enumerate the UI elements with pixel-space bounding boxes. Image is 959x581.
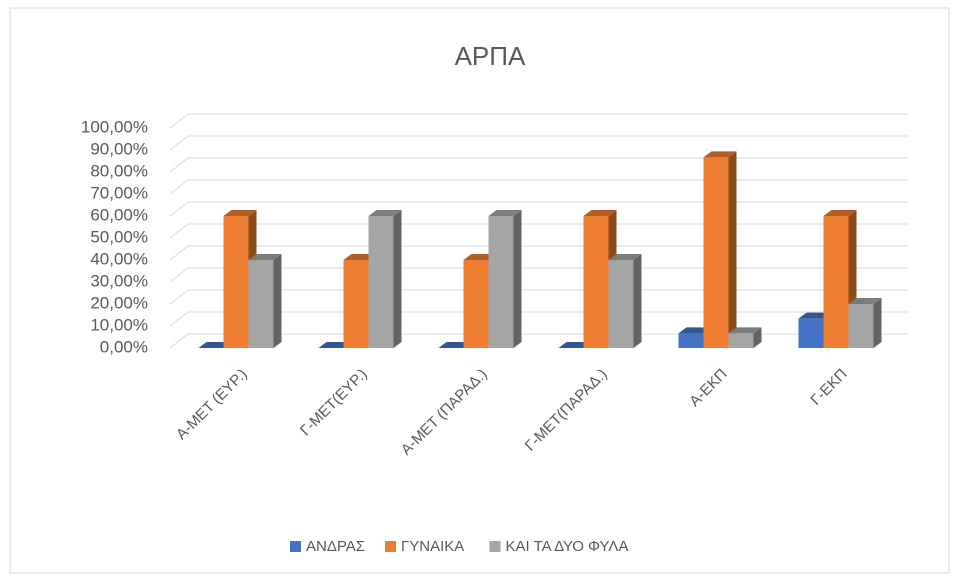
- bar: [848, 298, 882, 348]
- y-tick-label: 60,00%: [90, 205, 148, 224]
- y-tick-label: 100,00%: [81, 117, 148, 136]
- bar-front: [343, 260, 369, 348]
- y-tick-label: 20,00%: [90, 293, 148, 312]
- bar: [703, 151, 737, 348]
- y-tick-label: 50,00%: [90, 227, 148, 246]
- bar-front: [463, 260, 489, 348]
- legend-swatch: [489, 541, 501, 552]
- grid-line: [169, 333, 908, 349]
- bar-front: [678, 333, 704, 348]
- y-tick-label: 30,00%: [90, 271, 148, 290]
- legend-label: ΚΑΙ ΤΑ ΔΥΟ ΦΥΛΑ: [506, 538, 629, 555]
- bar-top: [583, 210, 617, 216]
- grid-line: [169, 245, 908, 261]
- bar: [438, 342, 472, 348]
- bar: [368, 210, 402, 348]
- bar-top: [848, 298, 882, 304]
- bar-top: [823, 210, 857, 216]
- bar-front: [848, 304, 874, 348]
- bar: [728, 327, 762, 348]
- y-tick-label: 10,00%: [90, 315, 148, 334]
- bar-front: [703, 157, 729, 348]
- y-tick-label: 0,00%: [100, 337, 148, 356]
- bar-side: [513, 210, 522, 348]
- bar-front: [608, 260, 634, 348]
- bar-top: [198, 342, 232, 348]
- bar: [558, 342, 592, 348]
- grid-line: [169, 223, 908, 239]
- grid-line: [169, 135, 908, 151]
- chart-title: ΑΡΠΑ: [455, 41, 526, 71]
- bar-top: [488, 210, 522, 216]
- y-tick-label: 40,00%: [90, 249, 148, 268]
- grid-line: [169, 201, 908, 217]
- bar-side: [633, 254, 642, 348]
- grid-line: [169, 157, 908, 173]
- y-tick-label: 70,00%: [90, 183, 148, 202]
- bar-top: [223, 210, 257, 216]
- bar-top: [463, 254, 497, 260]
- bar-side: [273, 254, 282, 348]
- bar-top: [678, 327, 712, 334]
- bar-front: [823, 216, 849, 348]
- bar-top: [368, 210, 402, 216]
- bar: [198, 342, 232, 348]
- bar-top: [703, 151, 737, 158]
- y-tick-label: 80,00%: [90, 161, 148, 180]
- bar-top: [318, 342, 352, 348]
- legend-label: ΓΥΝΑΙΚΑ: [401, 538, 464, 555]
- grid-line: [169, 311, 908, 327]
- bar: [248, 254, 282, 348]
- bar-top: [343, 254, 377, 260]
- legend-swatch: [290, 541, 301, 552]
- bar-top: [798, 312, 832, 319]
- y-tick-label: 90,00%: [90, 139, 148, 158]
- bar-top: [558, 342, 592, 348]
- grid-line: [169, 289, 908, 305]
- bar-front: [368, 216, 394, 348]
- bar-top: [248, 254, 282, 260]
- bar-top: [438, 342, 472, 348]
- bar-side: [393, 210, 402, 348]
- bar-top: [608, 254, 642, 260]
- bar: [608, 254, 642, 348]
- bar-side: [753, 327, 762, 348]
- bar-front: [728, 333, 754, 348]
- bar-side: [873, 298, 882, 348]
- grid-line: [169, 179, 908, 195]
- bar-front: [583, 216, 609, 348]
- bar-top: [728, 327, 762, 334]
- legend-label: ΑΝΔΡΑΣ: [306, 538, 365, 555]
- bar-front: [223, 216, 249, 348]
- bar: [488, 210, 522, 348]
- bar-front: [488, 216, 514, 348]
- bar: [318, 342, 352, 348]
- grid-line: [169, 267, 908, 283]
- grid-line: [169, 113, 908, 129]
- legend-swatch: [385, 541, 396, 552]
- bar-front: [248, 260, 274, 348]
- bar-side: [728, 151, 737, 348]
- bar-front: [798, 318, 824, 348]
